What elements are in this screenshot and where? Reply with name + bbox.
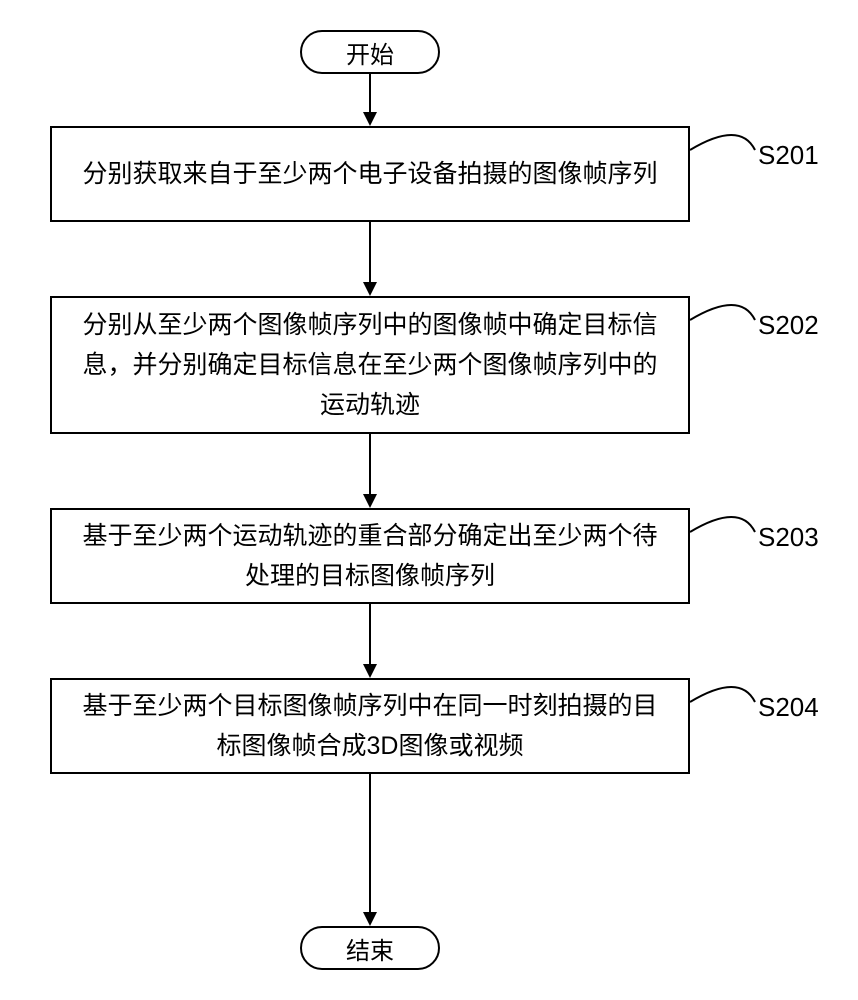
process-step-S202: 分别从至少两个图像帧序列中的图像帧中确定目标信息，并分别确定目标信息在至少两个图… <box>50 296 690 434</box>
end-label: 结束 <box>346 931 394 966</box>
process-text: 分别从至少两个图像帧序列中的图像帧中确定目标信息，并分别确定目标信息在至少两个图… <box>72 305 668 425</box>
step-label-S203: S203 <box>758 522 819 553</box>
arrow-0 <box>360 74 380 126</box>
label-connector-2 <box>685 497 760 542</box>
label-connector-3 <box>685 667 760 712</box>
process-step-S201: 分别获取来自于至少两个电子设备拍摄的图像帧序列 <box>50 126 690 222</box>
process-text: 基于至少两个运动轨迹的重合部分确定出至少两个待处理的目标图像帧序列 <box>72 516 668 596</box>
start-label: 开始 <box>346 35 394 70</box>
step-label-S202: S202 <box>758 310 819 341</box>
step-label-S201: S201 <box>758 140 819 171</box>
step-label-S204: S204 <box>758 692 819 723</box>
process-step-S203: 基于至少两个运动轨迹的重合部分确定出至少两个待处理的目标图像帧序列 <box>50 508 690 604</box>
arrow-2 <box>360 434 380 508</box>
arrow-4 <box>360 774 380 926</box>
arrow-3 <box>360 604 380 678</box>
arrow-1 <box>360 222 380 296</box>
process-text: 分别获取来自于至少两个电子设备拍摄的图像帧序列 <box>82 154 657 194</box>
label-connector-0 <box>685 115 760 160</box>
end-terminal: 结束 <box>300 926 440 970</box>
flowchart-canvas: 开始结束 分别获取来自于至少两个电子设备拍摄的图像帧序列 S201 分别从至少两个图像… <box>20 30 838 970</box>
process-step-S204: 基于至少两个目标图像帧序列中在同一时刻拍摄的目标图像帧合成3D图像或视频 <box>50 678 690 774</box>
start-terminal: 开始 <box>300 30 440 74</box>
process-text: 基于至少两个目标图像帧序列中在同一时刻拍摄的目标图像帧合成3D图像或视频 <box>72 686 668 766</box>
label-connector-1 <box>685 285 760 330</box>
